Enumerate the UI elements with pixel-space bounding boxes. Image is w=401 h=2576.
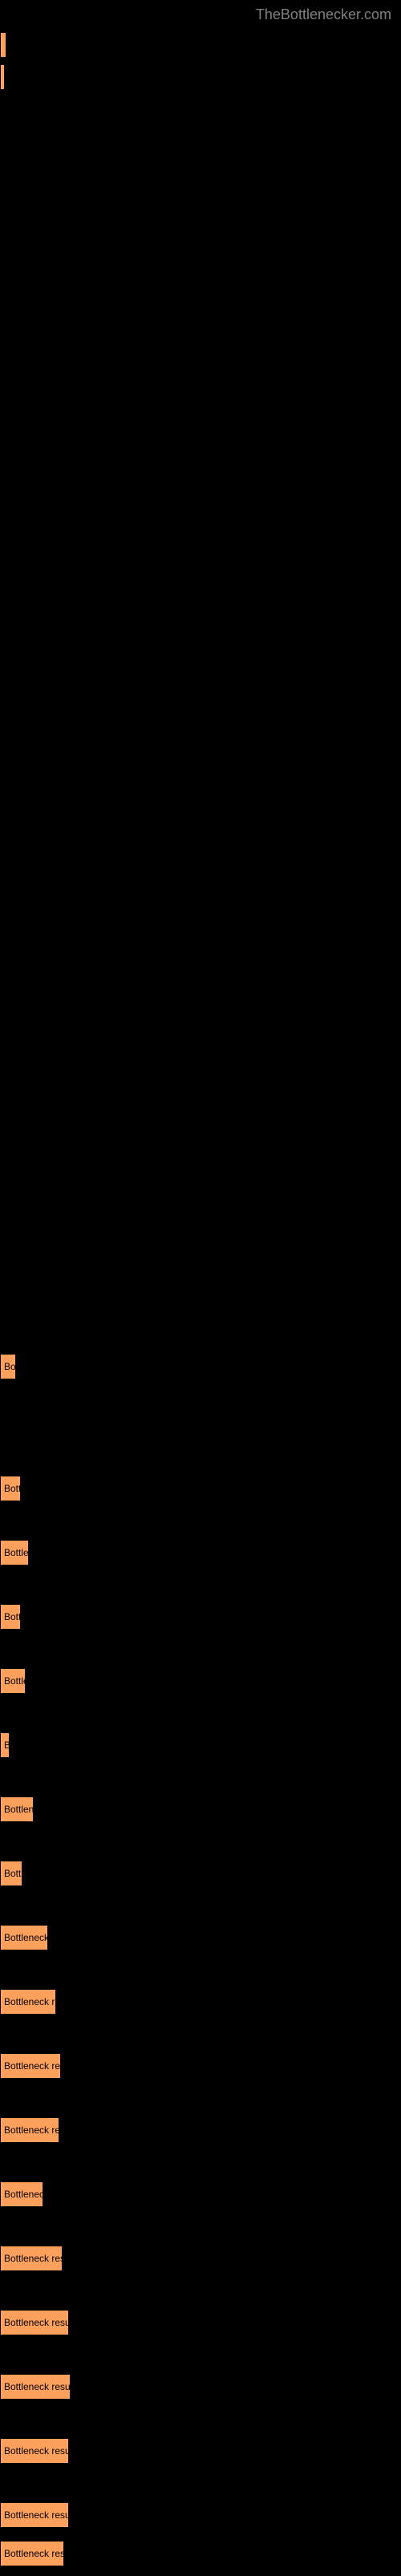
bar-row: Bottleneck	[0, 2181, 43, 2207]
bar-item: Bottleneck re	[0, 1989, 56, 2015]
bar-row: Bottleneck resu	[0, 2053, 61, 2079]
bar-row: Bott	[0, 1604, 21, 1630]
bar-item: Bottleneck result	[0, 2541, 64, 2566]
bar-row: Bott	[0, 1476, 21, 1501]
bar-row: Bottleneck result t	[0, 2502, 69, 2528]
bar-row: Bottle	[0, 1668, 26, 1694]
bar-item: Bottleneck result t	[0, 2310, 69, 2335]
bar-item: Bottlen	[0, 1540, 29, 1565]
bar-row: Bottlene	[0, 1796, 34, 1822]
bar-row: Bottleneck result t	[0, 2438, 69, 2464]
bar-row: Bo	[0, 1354, 16, 1379]
bar-row: Bottleneck re	[0, 1989, 56, 2015]
bar-item: Bottleneck resu	[0, 2053, 61, 2079]
bar-row	[0, 32, 6, 58]
bar-row: Bottleneck result	[0, 2541, 64, 2566]
bar-row: Bottleneck result	[0, 2374, 71, 2400]
bar-item	[0, 64, 5, 90]
watermark-text: TheBottlenecker.com	[256, 6, 391, 23]
bar-item: Bottleneck res	[0, 2117, 59, 2143]
bar-row: Bottlen	[0, 1540, 29, 1565]
bar-item: Bott	[0, 1604, 21, 1630]
bar-item: Bottleneck result t	[0, 2438, 69, 2464]
bar-row: Bottleneck res	[0, 2117, 59, 2143]
bar-item: Bottle	[0, 1668, 26, 1694]
bar-item: Bottlene	[0, 1796, 34, 1822]
bar-item: Bottleneck result t	[0, 2502, 69, 2528]
bar-item: Bottleneck result	[0, 2374, 71, 2400]
bar-item: Bottleneck resu	[0, 2246, 63, 2271]
bar-item: Bott	[0, 1476, 21, 1501]
bar-row: Bottleneck resu	[0, 2246, 63, 2271]
bar-row: Bottleneck result t	[0, 2310, 69, 2335]
bar-item: B	[0, 1732, 10, 1758]
bar-row: Bottl	[0, 1861, 22, 1886]
bar-item: Bottl	[0, 1861, 22, 1886]
bar-row: B	[0, 1732, 10, 1758]
bar-row	[0, 64, 5, 90]
bar-item	[0, 32, 6, 58]
bar-item: Bo	[0, 1354, 16, 1379]
bar-item: Bottleneck	[0, 2181, 43, 2207]
bar-row: Bottleneck r	[0, 1925, 48, 1950]
bar-item: Bottleneck r	[0, 1925, 48, 1950]
